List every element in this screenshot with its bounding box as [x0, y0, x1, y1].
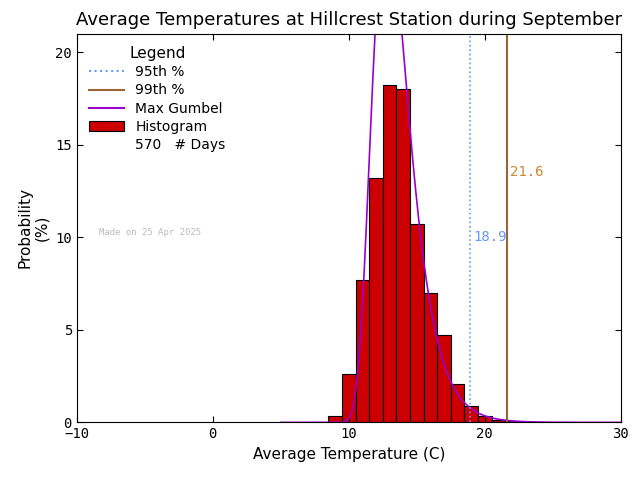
Bar [451, 384, 465, 422]
Bar [437, 336, 451, 422]
Bar [478, 416, 492, 422]
95th % [466, 420, 474, 425]
Bar [369, 178, 383, 422]
Title: Average Temperatures at Hillcrest Station during September: Average Temperatures at Hillcrest Statio… [76, 11, 622, 29]
Bar [396, 89, 410, 422]
Bar [342, 374, 356, 422]
95th % [466, 401, 474, 407]
99th % [503, 420, 511, 425]
Legend: 95th %, 99th %, Max Gumbel, Histogram, 570   # Days: 95th %, 99th %, Max Gumbel, Histogram, 5… [84, 40, 231, 157]
Bar [505, 421, 519, 422]
99th % [503, 401, 511, 407]
Max Gumbel [298, 420, 305, 425]
Line: Max Gumbel: Max Gumbel [281, 0, 621, 422]
Bar [356, 280, 369, 422]
Text: 18.9: 18.9 [473, 230, 507, 244]
Max Gumbel [277, 420, 285, 425]
Bar [465, 406, 478, 422]
Text: Made on 25 Apr 2025: Made on 25 Apr 2025 [99, 228, 201, 237]
Text: 21.6: 21.6 [510, 166, 543, 180]
Bar [383, 85, 396, 422]
Y-axis label: Probability
(%): Probability (%) [17, 188, 50, 268]
Bar [328, 416, 342, 422]
Max Gumbel [475, 410, 483, 416]
Max Gumbel [570, 420, 578, 425]
Bar [424, 293, 437, 422]
X-axis label: Average Temperature (C): Average Temperature (C) [253, 447, 445, 462]
Bar [492, 420, 505, 422]
Max Gumbel [535, 419, 543, 425]
Max Gumbel [617, 420, 625, 425]
Bar [410, 224, 424, 422]
Max Gumbel [484, 414, 492, 420]
Max Gumbel [494, 416, 502, 422]
